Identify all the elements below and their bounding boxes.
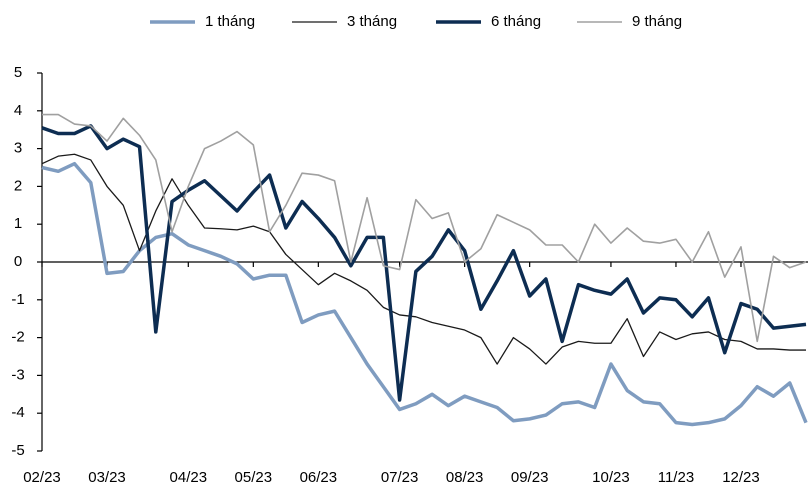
- legend-label: 6 tháng: [491, 13, 541, 30]
- y-tick-label: -5: [11, 442, 24, 459]
- x-tick-label: 08/23: [446, 469, 484, 486]
- x-tick-label: 07/23: [381, 469, 419, 486]
- y-tick-label: -2: [11, 329, 24, 346]
- y-tick-label: 1: [14, 215, 22, 232]
- legend-label: 9 tháng: [632, 13, 682, 30]
- x-tick-label: 10/23: [592, 469, 630, 486]
- y-tick-label: 2: [14, 177, 22, 194]
- y-tick-label: 4: [14, 102, 22, 119]
- legend-label: 3 tháng: [347, 13, 397, 30]
- y-tick-label: -3: [11, 366, 24, 383]
- x-tick-label: 02/23: [23, 469, 61, 486]
- y-tick-label: -1: [11, 291, 24, 308]
- x-tick-label: 03/23: [88, 469, 126, 486]
- x-tick-label: 11/23: [658, 469, 694, 486]
- series-line: [42, 113, 807, 343]
- series-line: [41, 161, 808, 427]
- x-tick-label: 12/23: [722, 469, 760, 486]
- series-line: [41, 153, 806, 365]
- legend-label: 1 tháng: [205, 13, 255, 30]
- x-tick-label: 05/23: [235, 469, 273, 486]
- x-tick-label: 04/23: [170, 469, 208, 486]
- y-tick-label: 0: [14, 253, 22, 270]
- x-tick-label: 06/23: [300, 469, 338, 486]
- y-tick-label: 3: [14, 140, 22, 157]
- x-tick-label: 09/23: [511, 469, 549, 486]
- y-tick-label: 5: [14, 64, 22, 81]
- y-tick-label: -4: [11, 404, 24, 421]
